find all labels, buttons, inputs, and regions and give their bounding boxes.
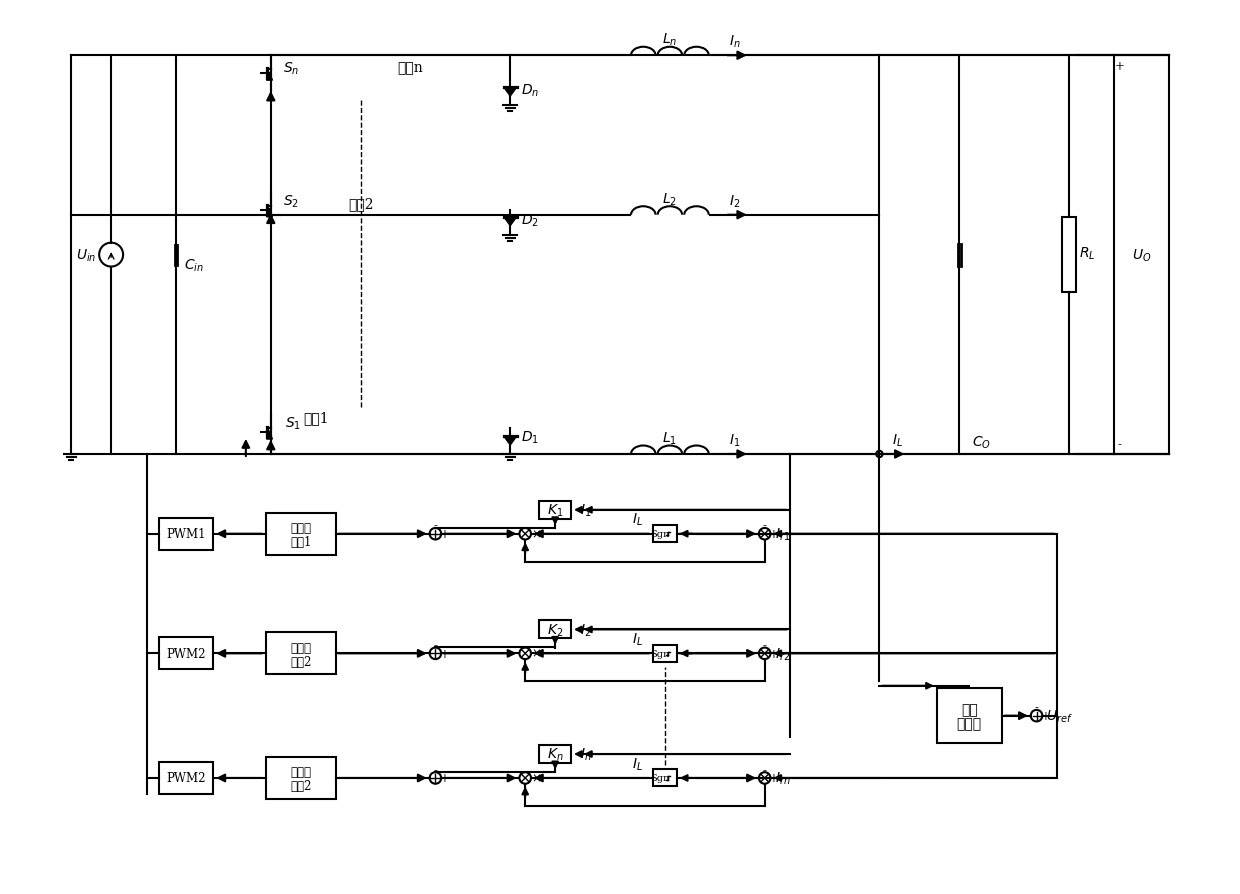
Text: $S_2$: $S_2$ xyxy=(283,193,299,210)
Bar xyxy=(265,757,336,799)
Text: Sgn: Sgn xyxy=(650,649,670,658)
Text: 控制器: 控制器 xyxy=(956,717,982,730)
Text: ×: × xyxy=(531,527,541,541)
Text: $L_2$: $L_2$ xyxy=(662,191,677,207)
Bar xyxy=(539,746,572,763)
Bar xyxy=(159,519,213,550)
Text: $K_1$: $K_1$ xyxy=(547,502,563,519)
Text: 支路2: 支路2 xyxy=(348,197,373,210)
Text: +: + xyxy=(769,527,779,541)
Text: -: - xyxy=(434,638,438,652)
Text: -: - xyxy=(434,519,438,532)
Bar xyxy=(159,763,213,794)
Text: $I_1$: $I_1$ xyxy=(580,502,591,519)
Polygon shape xyxy=(503,217,517,226)
Text: +: + xyxy=(1040,709,1050,722)
Polygon shape xyxy=(503,88,517,97)
Text: +: + xyxy=(1115,60,1125,72)
Text: $I_L$: $I_L$ xyxy=(632,631,644,647)
Text: 制器2: 制器2 xyxy=(290,655,311,668)
Text: 支路n: 支路n xyxy=(398,61,423,75)
Bar xyxy=(653,645,677,662)
Text: $K_2$: $K_2$ xyxy=(547,621,563,638)
Text: -: - xyxy=(434,763,438,776)
Bar xyxy=(265,633,336,675)
Text: $L_1$: $L_1$ xyxy=(662,430,677,447)
Text: $U_O$: $U_O$ xyxy=(1132,247,1151,264)
Text: $I_1$: $I_1$ xyxy=(729,433,740,449)
Polygon shape xyxy=(503,436,517,445)
Text: +: + xyxy=(440,772,450,785)
Text: $C_{in}$: $C_{in}$ xyxy=(184,257,203,274)
Text: ×: × xyxy=(531,772,541,785)
Text: -: - xyxy=(763,763,766,776)
Text: ×: × xyxy=(531,647,541,660)
Text: $K_n$: $K_n$ xyxy=(547,746,563,763)
Text: PWM2: PWM2 xyxy=(166,772,206,785)
Text: $I_L$: $I_L$ xyxy=(632,755,644,772)
Bar xyxy=(653,526,677,543)
Text: -: - xyxy=(1034,701,1039,713)
Text: $D_1$: $D_1$ xyxy=(521,429,539,446)
Bar xyxy=(159,637,213,670)
Bar xyxy=(265,513,336,555)
Text: +: + xyxy=(440,527,450,541)
Text: +: + xyxy=(769,647,779,660)
Text: $L_n$: $L_n$ xyxy=(662,32,677,48)
Bar xyxy=(1061,218,1076,292)
Text: $I_n$: $I_n$ xyxy=(729,34,740,50)
Text: $I_L$: $I_L$ xyxy=(892,433,903,449)
Text: $I_{r2}$: $I_{r2}$ xyxy=(775,645,790,662)
Text: $D_n$: $D_n$ xyxy=(521,83,539,99)
Text: +: + xyxy=(440,647,450,660)
Text: +: + xyxy=(769,772,779,785)
Bar xyxy=(936,688,1002,743)
Text: $I_2$: $I_2$ xyxy=(580,621,591,638)
Text: -: - xyxy=(763,519,766,532)
Text: $S_1$: $S_1$ xyxy=(285,416,301,432)
Text: $U_{ref}$: $U_{ref}$ xyxy=(1047,708,1073,724)
Text: 电流控: 电流控 xyxy=(290,641,311,654)
Text: $I_2$: $I_2$ xyxy=(729,193,740,210)
Text: $I_L$: $I_L$ xyxy=(632,511,644,527)
Text: 制器2: 制器2 xyxy=(290,780,311,793)
Text: $C_O$: $C_O$ xyxy=(972,434,991,451)
Text: $R_L$: $R_L$ xyxy=(1079,245,1095,262)
Text: $I_{rn}$: $I_{rn}$ xyxy=(775,770,790,787)
Text: 电流控: 电流控 xyxy=(290,522,311,535)
Bar xyxy=(653,770,677,787)
Text: PWM2: PWM2 xyxy=(166,647,206,660)
Bar xyxy=(539,620,572,638)
Text: PWM1: PWM1 xyxy=(166,527,206,541)
Text: -: - xyxy=(763,638,766,652)
Text: Sgn: Sgn xyxy=(650,529,670,538)
Text: $D_2$: $D_2$ xyxy=(521,212,539,229)
Text: Sgn: Sgn xyxy=(650,773,670,782)
Bar xyxy=(539,502,572,519)
Text: $S_n$: $S_n$ xyxy=(283,61,299,77)
Text: -: - xyxy=(1118,438,1122,451)
Text: $I_{r1}$: $I_{r1}$ xyxy=(775,526,790,543)
Text: $I_n$: $I_n$ xyxy=(580,746,591,763)
Text: 制器1: 制器1 xyxy=(290,536,311,549)
Text: 电压: 电压 xyxy=(961,703,977,717)
Text: 支路1: 支路1 xyxy=(303,410,329,425)
Text: $U_{in}$: $U_{in}$ xyxy=(76,247,97,264)
Text: 电流控: 电流控 xyxy=(290,765,311,779)
